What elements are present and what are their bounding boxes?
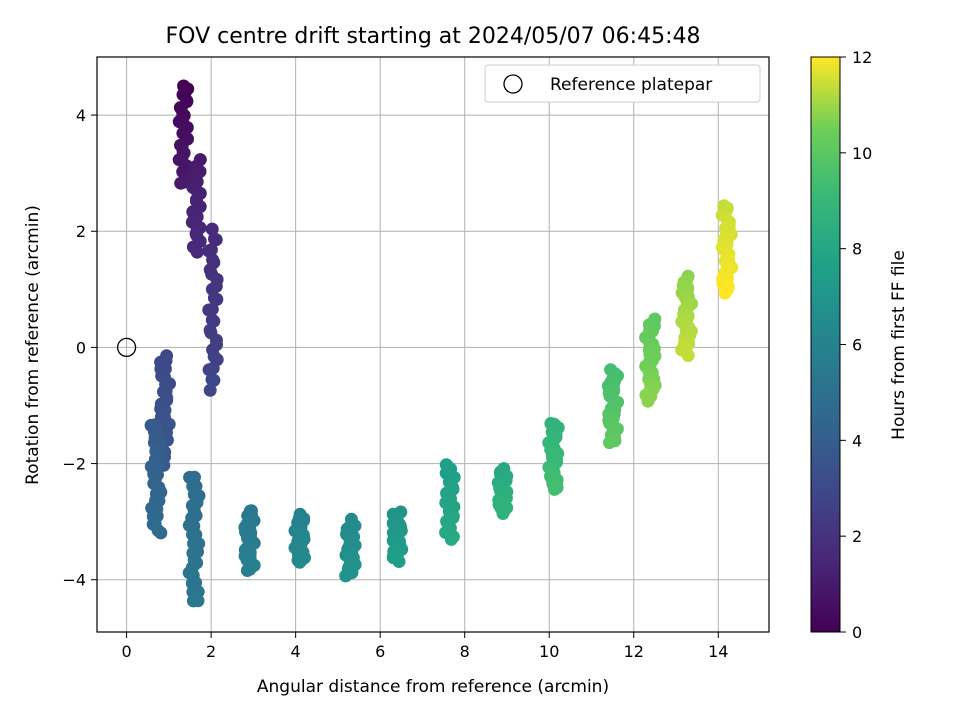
- data-point: [496, 504, 510, 518]
- x-tick-label: 6: [375, 642, 385, 661]
- y-tick-label: 2: [76, 222, 86, 241]
- legend: Reference platepar: [484, 64, 761, 103]
- x-axis-label: Angular distance from reference (arcmin): [257, 677, 609, 697]
- colorbar-tick-label: 12: [852, 48, 872, 67]
- data-point: [174, 176, 188, 190]
- y-tick-label: −2: [62, 455, 86, 474]
- data-point: [202, 303, 216, 317]
- data-point: [718, 286, 732, 300]
- x-tick-label: 8: [460, 642, 470, 661]
- data-points: [144, 79, 739, 608]
- x-tick-label: 4: [291, 642, 301, 661]
- plot-frame: [96, 56, 770, 633]
- colorbar-tick-label: 4: [852, 431, 862, 450]
- colorbar-tick-label: 10: [852, 144, 872, 163]
- legend-entry-label: Reference platepar: [550, 75, 712, 95]
- legend-box: [484, 64, 761, 103]
- y-tick-label: 0: [76, 338, 86, 357]
- x-tick-label: 12: [624, 642, 644, 661]
- data-point: [681, 349, 695, 362]
- y-axis-ticks: −4 −2 0 2 4: [62, 106, 97, 590]
- colorbar-tick-label: 0: [852, 623, 862, 642]
- colorbar-tick-label: 2: [852, 527, 862, 546]
- colorbar-tick-label: 6: [852, 336, 862, 355]
- reference-platepar-marker: [116, 337, 137, 358]
- data-point: [243, 562, 257, 576]
- data-point: [186, 594, 200, 608]
- data-point: [207, 373, 221, 387]
- data-point: [550, 481, 564, 494]
- y-axis-label: Rotation from reference (arcmin): [23, 205, 43, 485]
- legend-marker-icon: [503, 74, 523, 94]
- colorbar-ticks: 0 2 4 6 8 10 12: [840, 48, 872, 642]
- x-tick-label: 14: [708, 642, 728, 661]
- chart-title: FOV centre drift starting at 2024/05/07 …: [166, 24, 701, 49]
- data-point: [293, 555, 307, 569]
- data-point: [205, 222, 219, 236]
- data-point: [641, 394, 655, 408]
- x-tick-label: 2: [206, 642, 216, 661]
- y-tick-label: 4: [76, 106, 86, 125]
- data-point: [202, 363, 216, 377]
- colorbar-tick-label: 8: [852, 240, 862, 259]
- data-point: [444, 532, 458, 546]
- data-point: [339, 569, 353, 583]
- colorbar-label: Hours from first FF file: [889, 250, 909, 440]
- data-point: [190, 245, 204, 259]
- x-tick-label: 10: [539, 642, 559, 661]
- colorbar: [810, 56, 841, 633]
- data-point: [210, 292, 224, 306]
- data-point: [209, 233, 223, 247]
- data-point: [203, 383, 217, 397]
- data-point: [392, 555, 406, 568]
- x-tick-label: 0: [121, 642, 131, 661]
- data-point: [603, 436, 616, 450]
- x-axis-ticks: 0 2 4 6 8 10 12 14: [121, 632, 728, 661]
- y-tick-label: −4: [62, 571, 86, 590]
- data-point: [154, 526, 168, 540]
